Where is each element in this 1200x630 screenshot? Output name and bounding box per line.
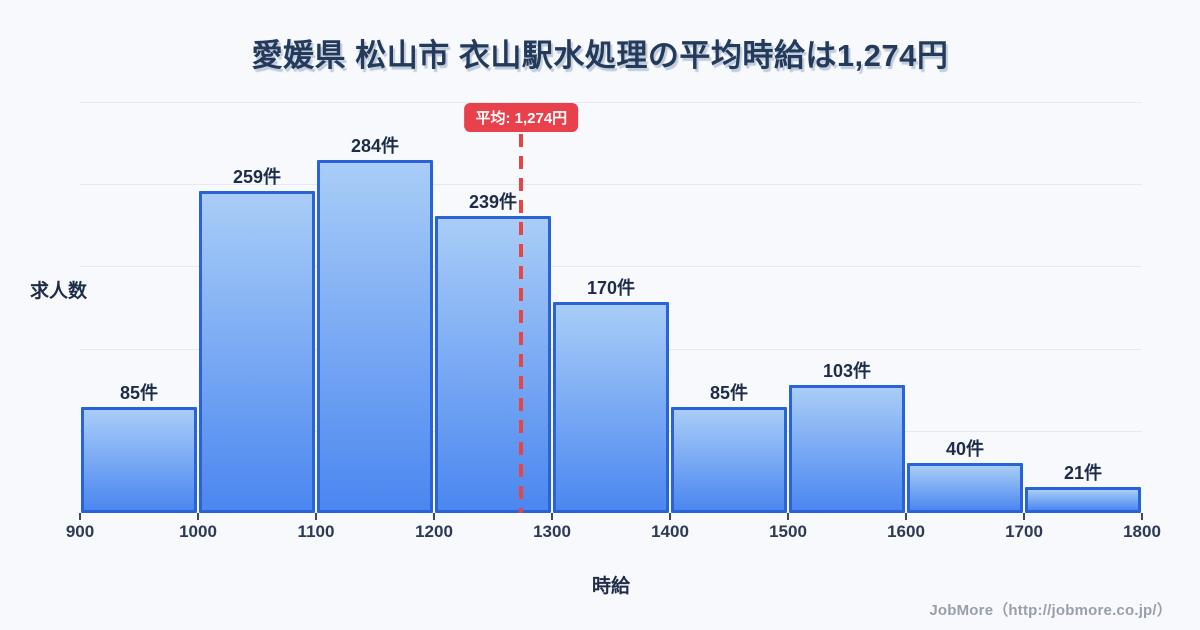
x-axis-tick-label: 1300 — [533, 522, 571, 541]
histogram-bar — [1025, 487, 1141, 513]
histogram-bar — [317, 160, 433, 513]
y-axis-label: 求人数 — [30, 281, 88, 302]
gridline — [80, 102, 1142, 103]
page-title: 愛媛県 松山市 衣山駅水処理の平均時給は1,274円 — [251, 38, 949, 73]
histogram-bar — [81, 407, 197, 513]
x-axis-tick — [905, 513, 907, 520]
x-axis-tick — [551, 513, 553, 520]
footer-credit: JobMore（http://jobmore.co.jp/） — [929, 602, 1172, 619]
bar-value-label: 170件 — [586, 278, 636, 298]
x-axis-tick — [1141, 513, 1143, 520]
average-badge: 平均: 1,274円 — [464, 103, 579, 132]
histogram-bar — [553, 302, 669, 513]
x-axis-tick-label: 1400 — [651, 522, 689, 541]
bar-value-label: 21件 — [1063, 463, 1103, 483]
bar-value-label: 284件 — [350, 136, 400, 156]
histogram-bar — [671, 407, 787, 513]
x-axis-tick-label: 1700 — [1005, 522, 1043, 541]
histogram-bar — [435, 216, 551, 513]
x-axis-tick-label: 1500 — [769, 522, 807, 541]
x-axis-tick — [315, 513, 317, 520]
x-axis-tick-label: 1000 — [179, 522, 217, 541]
x-axis-tick — [787, 513, 789, 520]
histogram-bar — [789, 385, 905, 513]
gridline — [80, 266, 1142, 268]
gridline — [80, 184, 1142, 186]
average-line — [519, 134, 524, 513]
average-badge-label: 平均: 1,274円 — [475, 110, 568, 127]
x-axis-tick-label: 900 — [65, 522, 95, 541]
histogram-bar — [199, 191, 315, 513]
histogram-bar — [907, 463, 1023, 513]
x-axis-tick — [79, 513, 81, 520]
x-axis-tick — [669, 513, 671, 520]
x-axis-tick-label: 1200 — [415, 522, 453, 541]
bar-value-label: 259件 — [232, 167, 282, 187]
x-axis-tick — [1023, 513, 1025, 520]
x-axis-tick-label: 1100 — [297, 522, 335, 541]
bar-value-label: 85件 — [709, 383, 749, 403]
x-axis-tick — [433, 513, 435, 520]
x-axis-tick-label: 1800 — [1123, 522, 1161, 541]
x-axis-label: 時給 — [591, 576, 630, 597]
x-axis-tick-label: 1600 — [887, 522, 925, 541]
x-axis-tick — [197, 513, 199, 520]
bar-value-label: 239件 — [468, 192, 518, 212]
bar-value-label: 40件 — [945, 439, 985, 459]
bar-value-label: 103件 — [822, 361, 872, 381]
bar-value-label: 85件 — [119, 383, 159, 403]
